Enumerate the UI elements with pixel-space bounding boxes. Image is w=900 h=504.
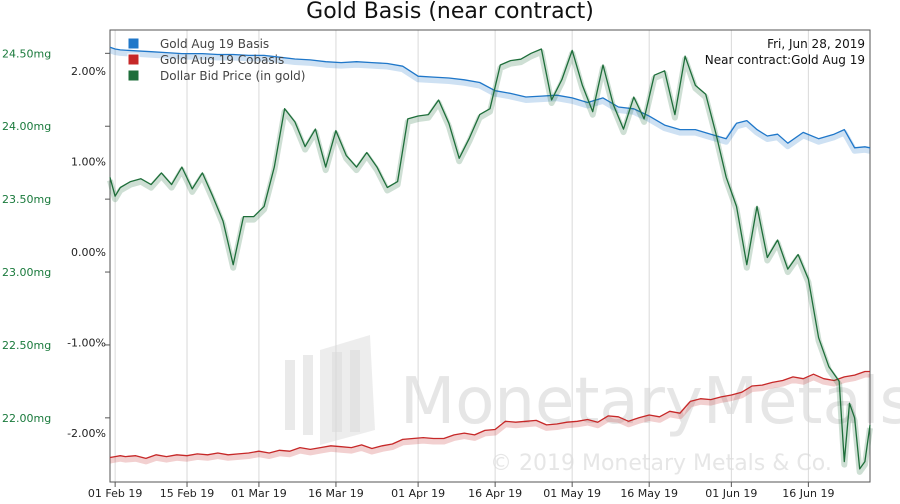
- info-date: Fri, Jun 28, 2019: [767, 37, 865, 51]
- left-tick-label: 23.00mg: [2, 266, 51, 279]
- series-shadow-gold-aug-19-basis: [109, 47, 871, 154]
- x-tick-label: 15 Feb 19: [160, 487, 214, 500]
- x-tick-label: 01 May 19: [543, 487, 601, 500]
- chart-title: Gold Basis (near contract): [306, 0, 594, 24]
- series-shadow-gold-aug-19-cobasis: [109, 371, 870, 465]
- left-tick-label: 23.50mg: [2, 193, 51, 206]
- legend-swatch: [127, 37, 140, 50]
- series-line-gold-aug-19-cobasis: [109, 370, 870, 460]
- watermark-logo-icon: [285, 335, 375, 445]
- pct-tick-label: -1.00%: [67, 337, 106, 350]
- legend-label: Dollar Bid Price (in gold): [160, 69, 305, 83]
- x-tick-label: 01 Mar 19: [231, 487, 287, 500]
- left-tick-label: 24.50mg: [2, 47, 51, 60]
- pct-tick-label: -2.00%: [67, 427, 106, 440]
- pct-axis: 2.00% 1.00% 0.00% -1.00% -2.00%: [67, 65, 106, 440]
- legend-swatch: [127, 53, 140, 66]
- left-tick-label: 22.00mg: [2, 412, 51, 425]
- x-tick-label: 16 Jun 19: [782, 487, 834, 500]
- x-axis: 01 Feb 19 15 Feb 19 01 Mar 19 16 Mar 19 01 A…: [88, 482, 834, 500]
- left-tick-label: 24.00mg: [2, 120, 51, 133]
- pct-tick-label: 1.00%: [71, 155, 106, 168]
- x-tick-label: 01 Feb 19: [88, 487, 142, 500]
- legend-label: Gold Aug 19 Cobasis: [160, 53, 284, 67]
- series-layer: [107, 46, 873, 475]
- x-tick-label: 16 Mar 19: [308, 487, 364, 500]
- watermark: MonetaryMetals © 2019 Monetary Metals & …: [285, 335, 900, 476]
- legend-swatch: [127, 69, 140, 82]
- legend: Gold Aug 19 Basis Gold Aug 19 Cobasis Doll…: [127, 37, 305, 83]
- x-tick-label: 16 May 19: [620, 487, 678, 500]
- series-line-gold-aug-19-basis: [109, 46, 871, 149]
- watermark-copyright: © 2019 Monetary Metals & Co.: [490, 451, 832, 476]
- left-axis: 24.50mg 24.00mg 23.50mg 23.00mg 22.50mg 22.00…: [2, 47, 110, 425]
- pct-tick-label: 2.00%: [71, 65, 106, 78]
- legend-label: Gold Aug 19 Basis: [160, 37, 269, 51]
- x-tick-label: 01 Jun 19: [705, 487, 757, 500]
- pct-tick-label: 0.00%: [71, 246, 106, 259]
- grid: [114, 30, 809, 482]
- info-contract: Near contract:Gold Aug 19: [705, 53, 865, 67]
- watermark-brand: MonetaryMetals: [400, 365, 900, 439]
- series-shadow-dollar-bid-price-in-gold: [107, 49, 873, 475]
- x-tick-label: 16 Apr 19: [468, 487, 522, 500]
- left-tick-label: 22.50mg: [2, 339, 51, 352]
- x-tick-label: 01 Apr 19: [391, 487, 445, 500]
- plot-frame: [109, 29, 871, 483]
- series-line-dollar-bid-price-in-gold: [109, 48, 871, 470]
